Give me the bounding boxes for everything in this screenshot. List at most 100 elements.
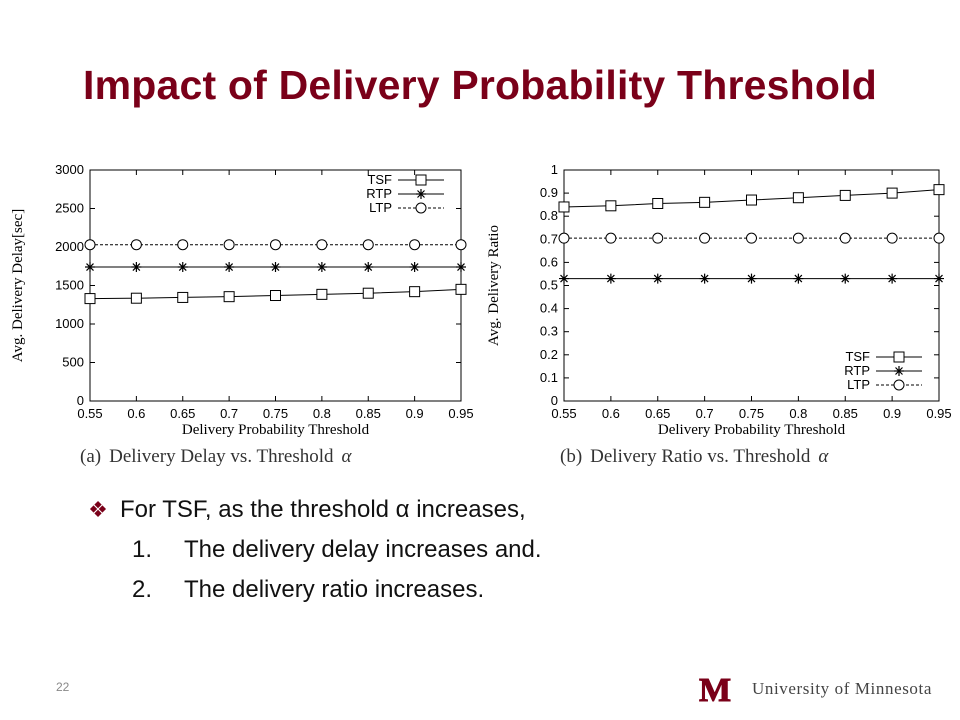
- series-tsf: [558, 184, 945, 213]
- x-tick-label: 0.55: [77, 406, 102, 421]
- figure-caption: (b) Delivery Ratio vs. Threshold α: [560, 446, 829, 467]
- data-point: [699, 196, 711, 208]
- legend-label: RTP: [366, 186, 392, 201]
- data-point: [934, 273, 944, 284]
- data-point: [652, 273, 663, 284]
- x-tick-label: 0.85: [356, 406, 381, 421]
- diamond-bullet-icon: ❖: [88, 497, 108, 522]
- data-point: [699, 273, 710, 284]
- data-point: [793, 273, 804, 284]
- data-point: [605, 232, 617, 244]
- y-tick-label: 1500: [55, 278, 84, 293]
- y-tick-label: 1000: [55, 316, 84, 331]
- y-tick-label: 0.5: [540, 278, 558, 293]
- data-point: [746, 194, 757, 206]
- y-tick-label: 0.8: [540, 208, 558, 223]
- data-point: [839, 232, 851, 244]
- x-tick-label: 0.8: [789, 406, 807, 421]
- data-point: [559, 273, 569, 284]
- data-point: [746, 232, 757, 244]
- data-point: [130, 239, 142, 251]
- bullet-list: ❖ For TSF, as the threshold α increases,…: [86, 490, 542, 610]
- x-tick-label: 0.75: [739, 406, 764, 421]
- y-tick-label: 0.7: [540, 231, 558, 246]
- caption-text: Delivery Delay vs. Threshold: [109, 446, 334, 467]
- y-tick-label: 0.6: [540, 254, 558, 269]
- y-axis-label: Avg. Delivery Delay[sec]: [10, 209, 26, 362]
- data-point: [455, 283, 467, 295]
- data-point: [933, 184, 945, 196]
- y-tick-label: 0.4: [540, 301, 558, 316]
- data-point: [699, 232, 711, 244]
- university-name: University of Minnesota: [752, 679, 932, 698]
- data-point: [84, 293, 96, 305]
- item-text: The delivery ratio increases.: [184, 576, 485, 603]
- university-m-logo-icon: M: [698, 674, 731, 704]
- data-point: [177, 262, 188, 273]
- legend-label: TSF: [845, 349, 870, 364]
- data-point: [177, 239, 189, 251]
- x-tick-label: 0.85: [833, 406, 858, 421]
- data-point: [362, 287, 374, 299]
- y-tick-label: 1: [551, 162, 558, 177]
- data-point: [177, 291, 189, 303]
- data-point: [316, 288, 328, 300]
- bullet-text: For TSF, as the threshold α increases,: [120, 496, 526, 523]
- data-point: [605, 200, 617, 212]
- y-tick-label: 2000: [55, 239, 84, 254]
- x-tick-label: 0.95: [926, 406, 951, 421]
- series-ltp: [84, 239, 467, 251]
- figure-caption: (a) Delivery Delay vs. Threshold α: [80, 446, 353, 467]
- data-point: [409, 239, 421, 251]
- legend-label: LTP: [847, 377, 870, 392]
- series-rtp: [85, 262, 466, 273]
- plot-frame: [89, 169, 462, 402]
- item-text: The delivery delay increases and.: [184, 536, 542, 563]
- delivery-ratio-chart-svg: 0 0.1 0.2 0.3 0.4 0.5 0.6 0.7 0.8 0.9 1 0.55 0.6 0.65…: [486, 162, 952, 467]
- numbered-item-1: 1. The delivery delay increases and.: [86, 530, 542, 570]
- data-point: [792, 192, 804, 204]
- data-point: [84, 239, 96, 251]
- numbered-list: 1. The delivery delay increases and. 2. …: [86, 530, 542, 610]
- x-axis-label: Delivery Probability Threshold: [182, 422, 370, 438]
- y-tick-label: 3000: [55, 162, 84, 177]
- y-tick-label: 0.1: [540, 370, 558, 385]
- delivery-ratio-chart: 0 0.1 0.2 0.3 0.4 0.5 0.6 0.7 0.8 0.9 1 0.55 0.6 0.65…: [486, 150, 956, 472]
- delivery-delay-chart: 0 500 1000 1500 2000 2500 3000 0.55 0.6 0.65 0.7 0.…: [8, 150, 478, 472]
- data-point: [887, 273, 898, 284]
- x-tick-label: 0.95: [448, 406, 473, 421]
- data-point: [455, 239, 467, 251]
- x-tick-label: 0.6: [127, 406, 145, 421]
- series-ltp: [558, 232, 945, 244]
- y-tick-label: 0.3: [540, 324, 558, 339]
- x-tick-label: 0.65: [170, 406, 195, 421]
- data-point: [85, 262, 95, 273]
- numbered-item-2: 2. The delivery ratio increases.: [86, 570, 542, 610]
- y-tick-label: 500: [62, 355, 84, 370]
- item-number: 2.: [132, 576, 153, 603]
- data-point: [456, 262, 466, 273]
- data-point: [224, 262, 235, 273]
- data-point: [223, 291, 235, 303]
- logo-letter: M: [699, 674, 731, 704]
- series-tsf: [84, 283, 467, 305]
- data-point: [558, 232, 570, 244]
- data-point: [363, 262, 374, 273]
- series-rtp: [559, 273, 944, 284]
- data-point: [933, 232, 945, 244]
- data-point: [316, 239, 328, 251]
- legend-marker: [416, 189, 426, 199]
- data-point: [270, 262, 281, 273]
- delivery-delay-chart-svg: 0 500 1000 1500 2000 2500 3000 0.55 0.6 0.65 0.7 0.…: [10, 162, 474, 467]
- caption-prefix: (a): [80, 446, 101, 467]
- item-number: 1.: [132, 536, 153, 563]
- data-point: [409, 262, 420, 273]
- data-point: [792, 232, 804, 244]
- x-axis-label: Delivery Probability Threshold: [658, 422, 846, 438]
- legend-label: LTP: [369, 200, 392, 215]
- legend-label: TSF: [367, 172, 392, 187]
- data-point: [605, 273, 616, 284]
- x-tick-label: 0.8: [313, 406, 331, 421]
- bullet-item-main: ❖ For TSF, as the threshold α increases,: [86, 490, 542, 530]
